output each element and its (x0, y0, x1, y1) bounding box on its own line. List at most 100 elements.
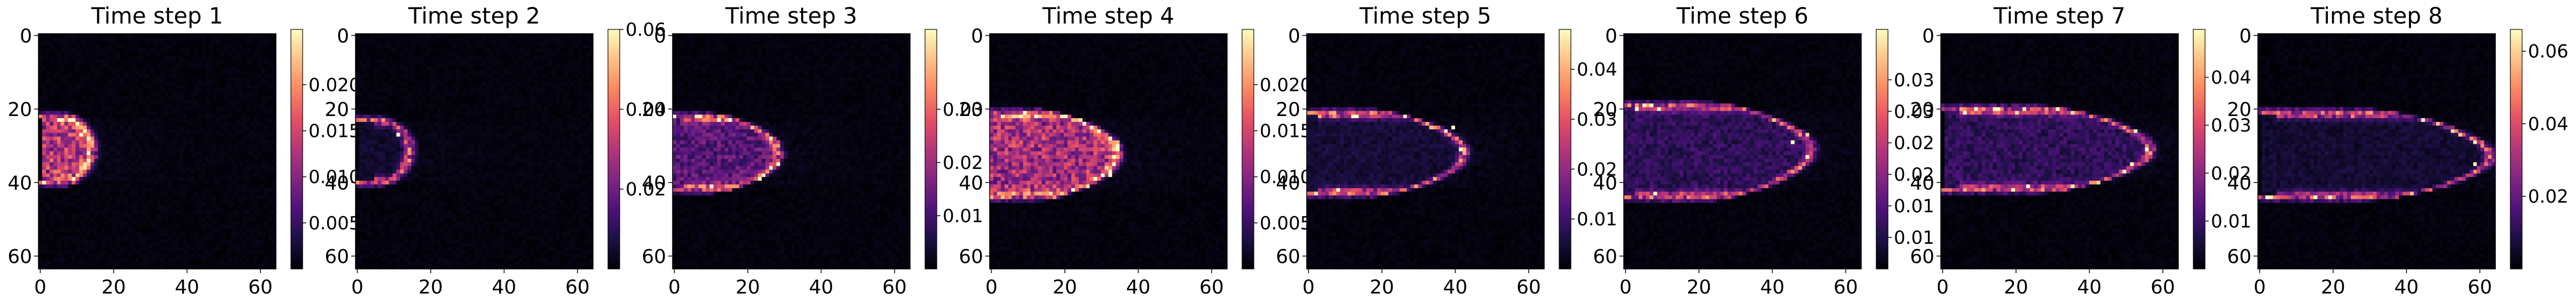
x-tick-label: 0 (1302, 276, 1315, 298)
x-tick-label: 60 (1516, 276, 1541, 298)
y-tick-label: 60 (7, 246, 32, 268)
colorbar (1242, 29, 1254, 269)
x-tick-label: 40 (1760, 276, 1785, 298)
x-tick-label: 60 (1834, 276, 1858, 298)
panel-title: Time step 7 (1993, 3, 2125, 29)
y-tick-label: 0 (1288, 25, 1300, 47)
y-tick-label: 60 (1910, 246, 1934, 268)
heatmap-panel: Time step 10 20 40 6002040600.0050.0100.015… (7, 3, 360, 298)
colorbar-tick-label: 0.02 (1894, 133, 1934, 154)
y-tick-label: 20 (7, 99, 32, 121)
x-tick-label: 0 (1937, 276, 1949, 298)
y-tick-label: 40 (2227, 172, 2251, 194)
y-tick-label: 40 (642, 172, 666, 194)
panel-title: Time step 8 (2310, 3, 2443, 29)
x-tick-label: 0 (2254, 276, 2266, 298)
x-tick-label: 40 (1126, 276, 1151, 298)
colorbar (2510, 29, 2523, 269)
colorbar-tick-label: 0.02 (626, 179, 666, 200)
x-tick-label: 40 (1443, 276, 1468, 298)
colorbar-tick-label: 0.020 (309, 74, 360, 96)
axes-frame (38, 33, 276, 269)
x-tick-label: 20 (736, 276, 760, 298)
y-tick-label: 20 (2227, 99, 2251, 121)
heatmap-image (673, 34, 910, 269)
y-tick-label: 60 (642, 246, 666, 268)
x-tick-label: 20 (418, 276, 443, 298)
heatmap-image (1624, 34, 1861, 269)
panel-title: Time step 6 (1676, 3, 1808, 29)
colorbar-tick-label: 0.02 (943, 152, 983, 174)
colorbar-tick-label: 0.03 (943, 99, 983, 120)
colorbar-tick-label: 0.01 (1894, 227, 1934, 249)
y-tick-label: 20 (1593, 99, 1617, 121)
y-tick-label: 60 (959, 246, 983, 268)
y-tick-label: 60 (2227, 246, 2251, 268)
colorbar-tick-label: 0.005 (309, 213, 360, 234)
heatmap-panel: Time step 60 20 40 6002040600.010.010.020.0… (1593, 3, 1934, 298)
heatmap-image (2258, 34, 2495, 269)
axes-frame (672, 33, 911, 269)
colorbar (607, 29, 620, 269)
x-tick-label: 0 (351, 276, 364, 298)
colorbar-tick-label: 0.03 (2211, 115, 2251, 136)
colorbar-tick-label: 0.04 (626, 99, 666, 120)
panel-title: Time step 2 (408, 3, 540, 29)
x-tick-label: 0 (34, 276, 46, 298)
x-tick-label: 40 (175, 276, 200, 298)
colorbar-tick-label: 0.015 (309, 121, 360, 142)
colorbar-tick-label: 0.06 (626, 19, 666, 41)
y-tick-label: 60 (325, 246, 349, 268)
x-tick-label: 0 (1619, 276, 1632, 298)
heatmap-panel: Time step 50 20 40 6002040600.010.020.030.0… (1276, 3, 1617, 298)
y-tick-label: 0 (971, 25, 983, 47)
y-tick-label: 20 (1276, 99, 1300, 121)
heatmap-image (38, 34, 276, 269)
heatmap-panel: Time step 70 20 40 6002040600.010.020.030.0… (1910, 3, 2251, 298)
y-tick-label: 20 (325, 99, 349, 121)
y-tick-label: 40 (959, 172, 983, 194)
y-tick-label: 40 (325, 172, 349, 194)
x-tick-label: 20 (1687, 276, 1711, 298)
x-tick-label: 40 (2077, 276, 2102, 298)
colorbar-tick-label: 0.02 (2528, 186, 2569, 207)
axes-frame (1940, 33, 2179, 269)
heatmap-image (990, 34, 1227, 269)
colorbar-tick-label: 0.04 (2211, 67, 2251, 89)
x-tick-label: 60 (565, 276, 590, 298)
y-tick-label: 40 (1593, 172, 1617, 194)
x-tick-label: 20 (101, 276, 126, 298)
y-tick-label: 60 (1276, 246, 1300, 268)
x-tick-label: 20 (1053, 276, 1077, 298)
y-tick-label: 40 (7, 172, 32, 194)
heatmap-image (1307, 34, 1544, 269)
x-tick-label: 60 (1199, 276, 1224, 298)
x-tick-label: 40 (492, 276, 517, 298)
y-tick-label: 0 (1605, 25, 1617, 47)
y-tick-label: 0 (337, 25, 349, 47)
colorbar-tick-label: 0.03 (1894, 101, 1934, 122)
colorbar-tick-label: 0.01 (1894, 196, 1934, 217)
colorbar-tick-label: 0.06 (2528, 41, 2569, 63)
x-tick-label: 20 (2004, 276, 2028, 298)
colorbar-tick-label: 0.01 (1577, 209, 1617, 230)
x-tick-label: 60 (2151, 276, 2175, 298)
panel-title: Time step 4 (1042, 3, 1174, 29)
axes-frame (989, 33, 1228, 269)
x-tick-label: 0 (985, 276, 998, 298)
y-tick-label: 0 (654, 25, 666, 47)
x-tick-label: 20 (2321, 276, 2345, 298)
x-tick-label: 60 (248, 276, 273, 298)
y-tick-label: 0 (1922, 25, 1934, 47)
colorbar (2193, 29, 2206, 269)
colorbar-tick-label: 0.03 (1894, 70, 1934, 91)
y-tick-label: 0 (20, 25, 32, 47)
colorbar-tick-label: 0.02 (1894, 164, 1934, 186)
colorbar-tick-label: 0.010 (1260, 167, 1311, 188)
colorbar-tick-label: 0.01 (2211, 211, 2251, 232)
heatmap-panel: Time step 40 20 40 6002040600.0050.0100.015… (959, 3, 1311, 298)
colorbar-tick-label: 0.03 (1577, 109, 1617, 130)
